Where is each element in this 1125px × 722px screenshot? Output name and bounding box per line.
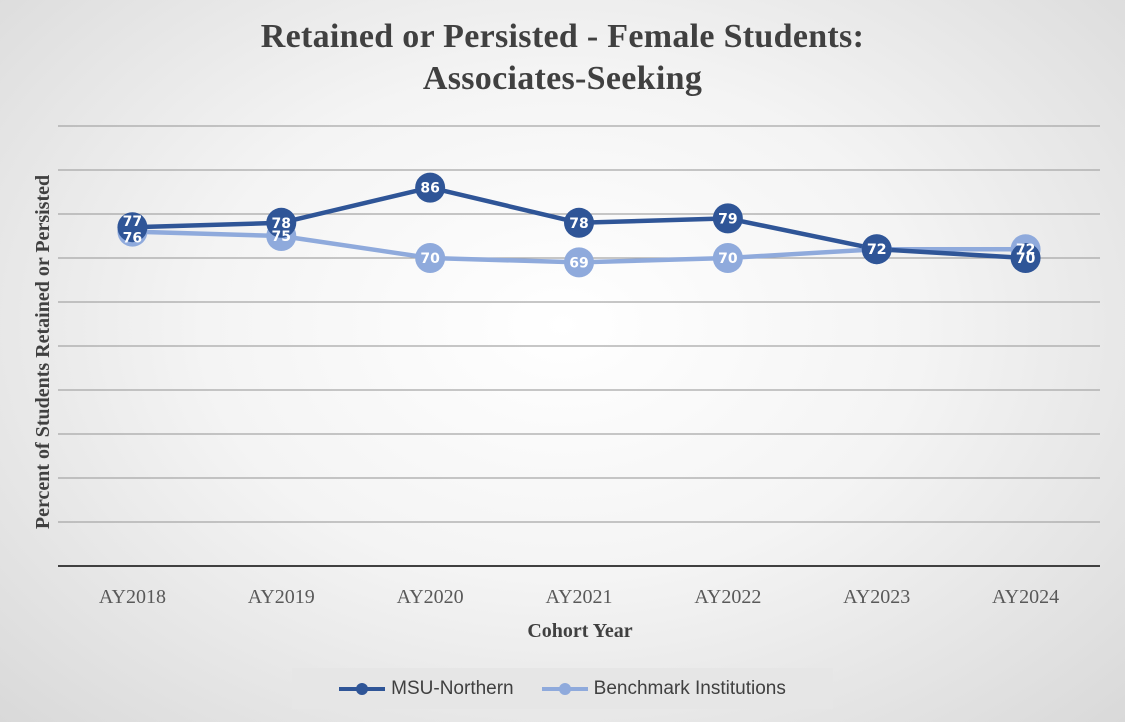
y-axis-title: Percent of Students Retained or Persiste… — [32, 175, 54, 529]
legend-label-benchmark-institutions: Benchmark Institutions — [593, 677, 786, 699]
data-label-benchmark: 70 — [718, 251, 738, 267]
data-point-msu-northern — [266, 207, 297, 238]
legend-label-msu-northern: MSU-Northern — [391, 677, 514, 699]
chart-title-line-2: Associates-Seeking — [422, 60, 703, 97]
data-label-benchmark: 72 — [867, 242, 886, 258]
x-tick-label: AY2021 — [545, 586, 612, 608]
data-label-msu-northern: 79 — [718, 211, 737, 227]
data-label-msu-northern: 78 — [569, 216, 588, 232]
legend: MSU-Northern Benchmark Institutions — [292, 668, 833, 709]
data-point-benchmark — [415, 243, 446, 273]
x-tick-label: AY2020 — [397, 586, 464, 608]
data-label-benchmark: 69 — [569, 255, 588, 271]
x-tick-label: AY2023 — [843, 586, 910, 608]
data-point-msu-northern — [117, 212, 148, 243]
data-label-benchmark: 70 — [420, 251, 440, 267]
x-tick-label: AY2018 — [99, 586, 166, 608]
chart-title-line-1: Retained or Persisted - Female Students: — [260, 18, 865, 55]
data-point-msu-northern — [1010, 243, 1041, 273]
x-axis-title: Cohort Year — [527, 620, 632, 642]
data-point-msu-northern — [564, 207, 594, 238]
data-label-benchmark: 76 — [123, 231, 142, 247]
data-label-benchmark: 72 — [1016, 242, 1035, 258]
data-label-msu-northern: 70 — [1016, 251, 1036, 267]
legend-item-benchmark-institutions: Benchmark Institutions — [541, 677, 786, 700]
data-label-benchmark: 75 — [272, 229, 291, 245]
data-point-benchmark — [564, 247, 594, 278]
x-tick-label: AY2019 — [248, 586, 315, 608]
data-label-msu-northern: 72 — [867, 242, 886, 258]
data-label-msu-northern: 77 — [123, 214, 142, 230]
x-tick-label: AY2022 — [694, 586, 761, 608]
legend-swatch-benchmark — [541, 682, 588, 695]
legend-item-msu-northern: MSU-Northern — [339, 677, 514, 700]
x-tick-label: AY2024 — [992, 586, 1059, 608]
data-label-msu-northern: 86 — [420, 181, 439, 197]
legend-swatch-msu-northern — [339, 682, 386, 695]
data-point-msu-northern — [861, 234, 892, 265]
data-point-msu-northern — [415, 172, 446, 203]
data-point-msu-northern — [712, 203, 743, 234]
data-point-benchmark — [712, 243, 743, 273]
data-label-msu-northern: 78 — [272, 216, 291, 232]
